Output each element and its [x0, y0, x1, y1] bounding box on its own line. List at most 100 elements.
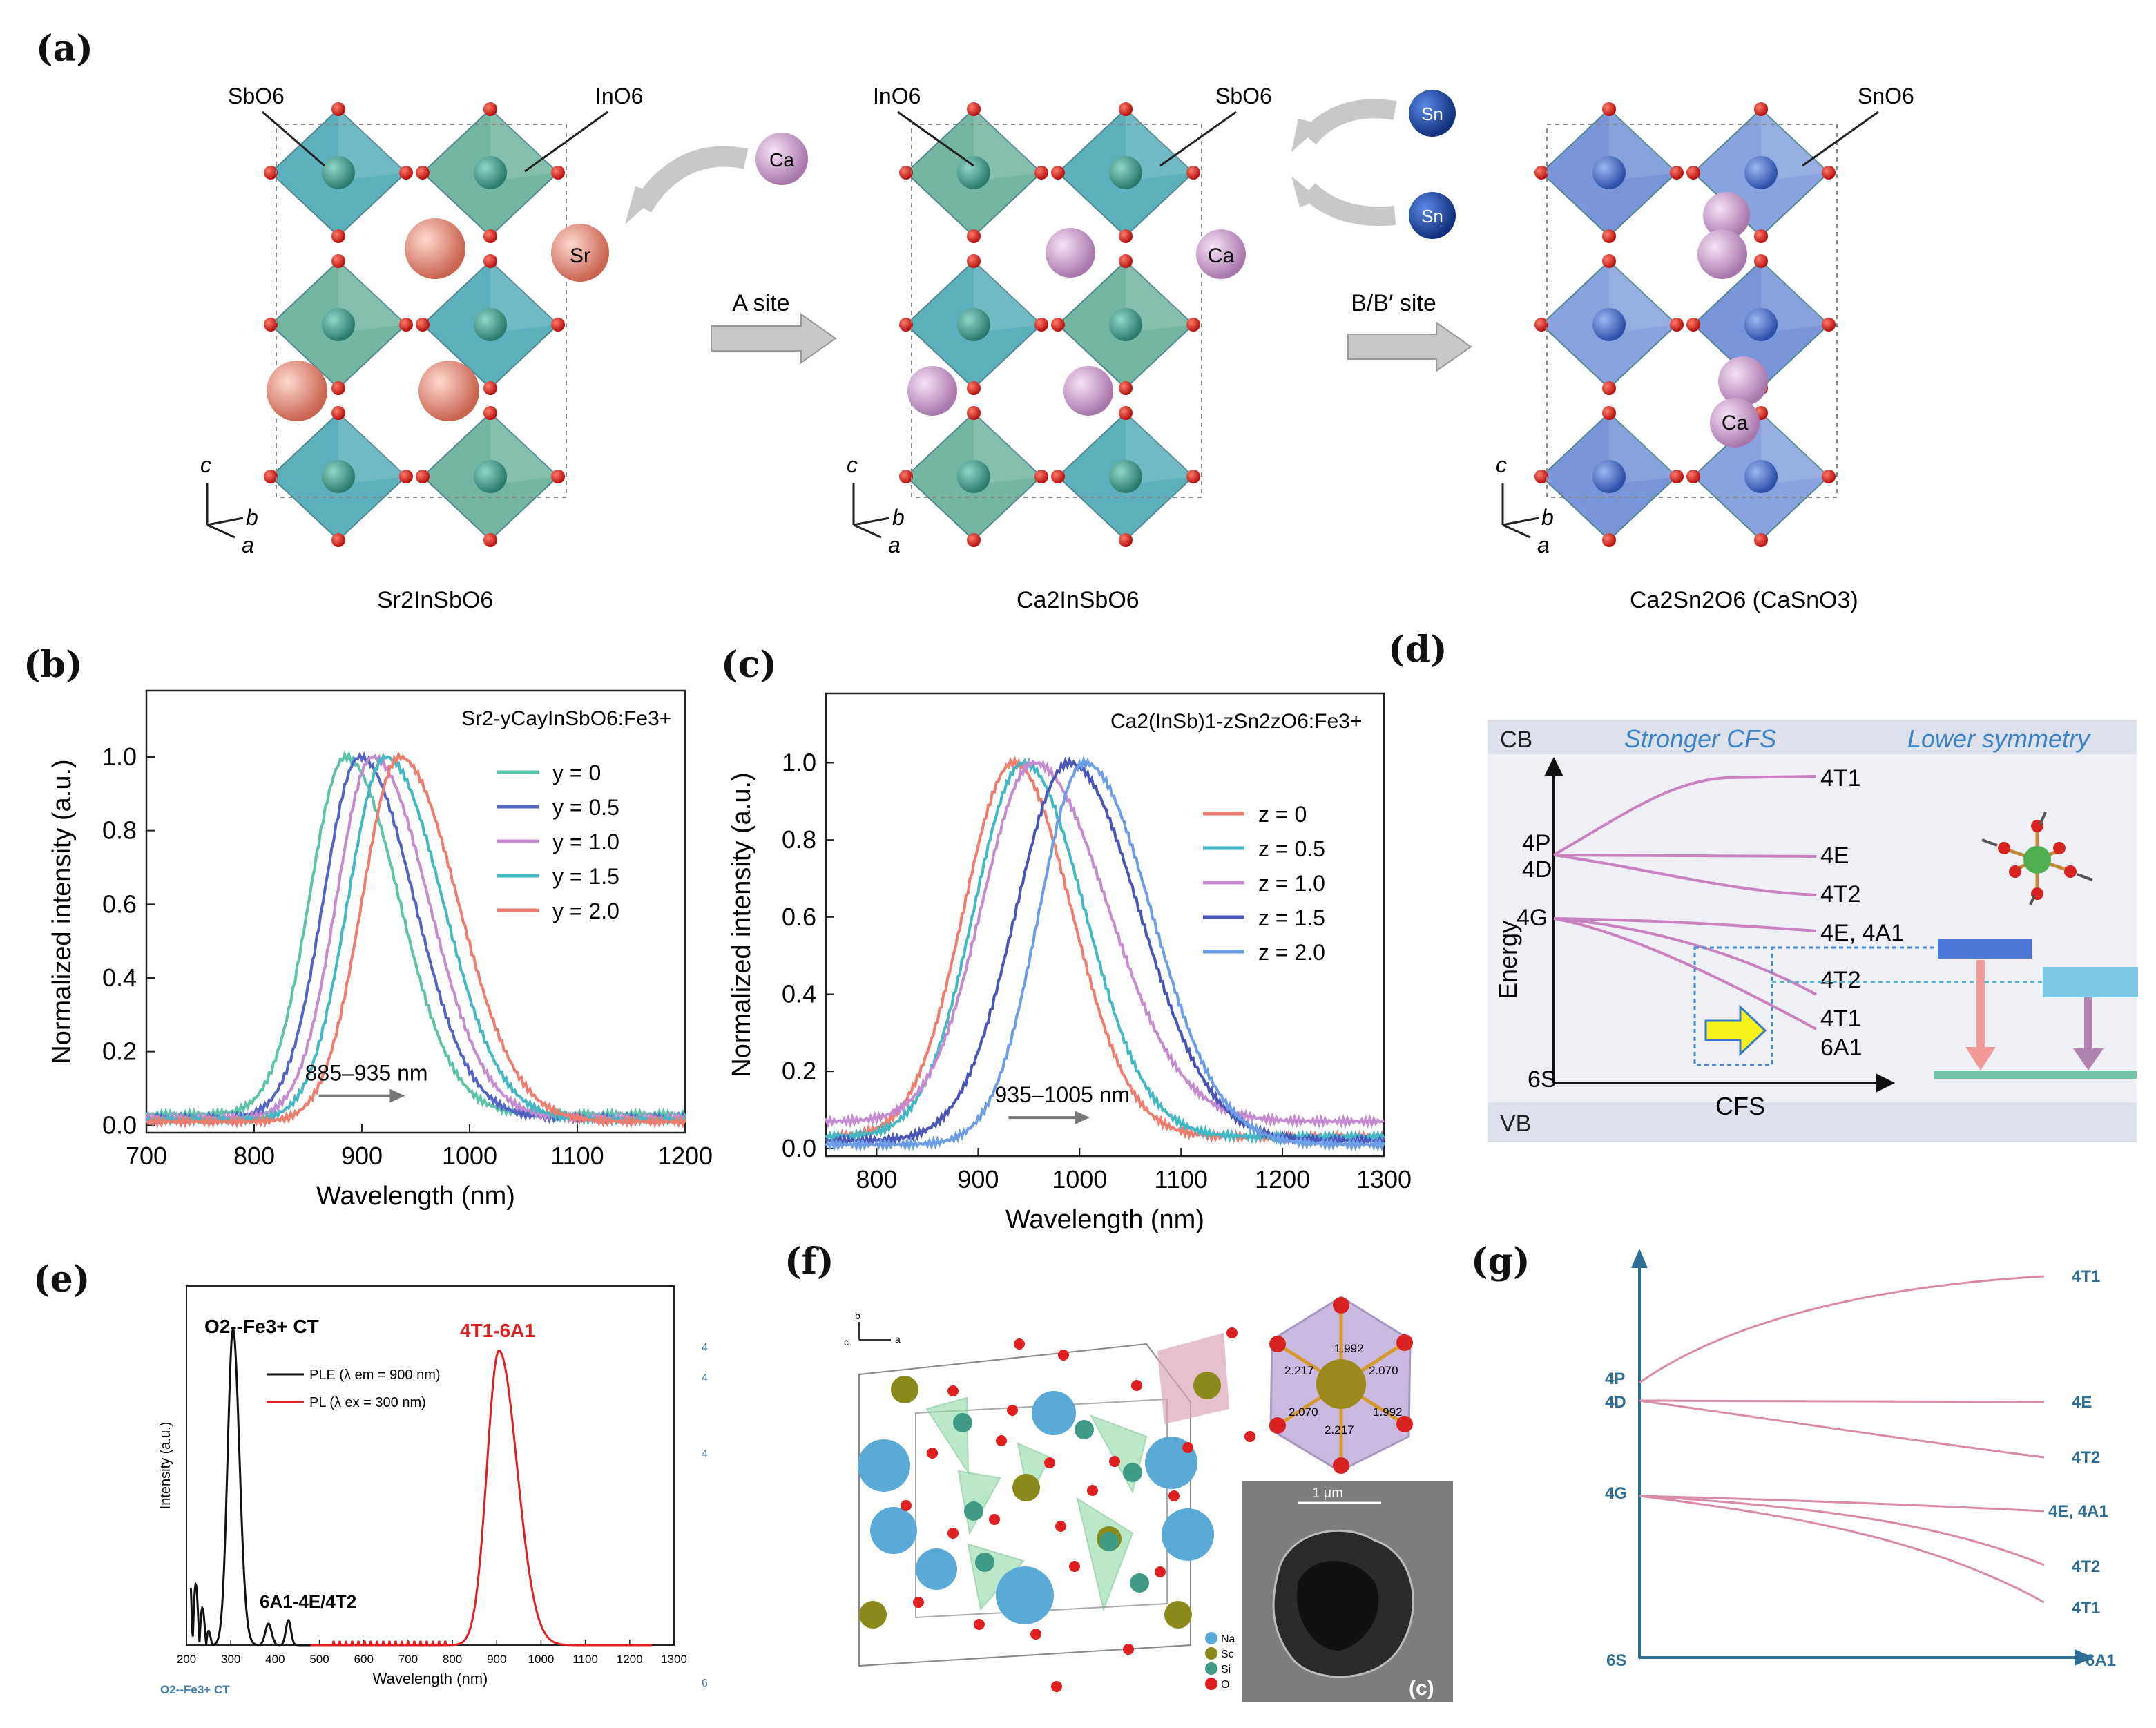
label-sno6-3: SnO6 — [1858, 84, 1914, 108]
axis-a-label-2: a — [1537, 532, 1550, 557]
g-label-4t1: 4T1 — [2072, 1267, 2100, 1286]
s2-octa-2-1-o3 — [1051, 470, 1065, 483]
f-legend-swatch-0 — [1205, 1632, 1217, 1644]
e-xtick-label-700: 700 — [398, 1653, 418, 1666]
ca2-atom-0 — [1046, 228, 1095, 278]
gC-title: Ca2(InSb)1-zSn2zO6:Fe3+ — [1110, 710, 1362, 733]
incoming-sn-atom-2 — [1409, 192, 1456, 239]
s1-octa-1-0-o1 — [399, 318, 413, 332]
g-curve-t1b — [1639, 1495, 2045, 1604]
f-o-18 — [1182, 1442, 1193, 1453]
gB-legend-label-0: y = 0 — [552, 760, 601, 785]
f-legend-label-0: Na — [1221, 1633, 1235, 1645]
name-s3: Ca2Sn2O6 (CaSnO3) — [1630, 587, 1858, 613]
gB-xtick-label-900: 900 — [341, 1142, 383, 1170]
s2-octa-0-1-o3 — [1051, 166, 1065, 180]
gC-ytick-label-0.4: 0.4 — [782, 980, 816, 1008]
name-s1: Sr2InSbO6 — [377, 587, 493, 613]
d-label-4e4a1: 4E, 4A1 — [1820, 920, 1904, 946]
panel-label-g: (g) — [1471, 1240, 1530, 1283]
g-label-6a1: 6A1 — [2086, 1651, 2116, 1670]
gB-frame — [145, 689, 686, 1134]
arrow-bb-site — [1347, 321, 1472, 372]
s1-octa-0-1-center — [474, 156, 507, 189]
d-label-4d: 4D — [1522, 856, 1552, 883]
s1-unit-cell — [276, 124, 567, 498]
f-axis-a: a — [895, 1334, 901, 1345]
d-ground-bar — [1934, 1071, 2137, 1079]
s1-octa-0-0-o2 — [331, 229, 345, 243]
d-label-4p: 4P — [1522, 830, 1551, 856]
d-octahedron-icon — [1981, 812, 2093, 905]
ca2-atom-3 — [1063, 366, 1113, 416]
s2-octa-2-0-center — [957, 460, 990, 493]
axis-a-1 — [853, 524, 882, 539]
f-o-19 — [1087, 1485, 1098, 1496]
s3-octa-2-1-o1 — [1822, 470, 1836, 483]
e-label-dd: 6A1-4E/4T2 — [260, 1591, 356, 1612]
s3-octa-1-0-o1 — [1670, 318, 1684, 332]
gB-xtick-label-1200: 1200 — [657, 1142, 713, 1170]
f-legend-label-2: Si — [1221, 1664, 1231, 1676]
g-label-4p: 4P — [1605, 1370, 1625, 1388]
f-legend-swatch-2 — [1205, 1662, 1217, 1675]
s2-octa-0-0-o1 — [1034, 166, 1048, 180]
f-na-3 — [870, 1507, 917, 1554]
f-sc-center — [1316, 1359, 1366, 1409]
gC-xtick-label-1200: 1200 — [1255, 1165, 1310, 1193]
s1-octa-1-0-o2 — [331, 381, 345, 395]
f-bond-2: 2.070 — [1369, 1364, 1398, 1377]
d-label-4t1b: 4T1 — [1820, 1006, 1861, 1032]
s2-octa-0-0-o0 — [967, 102, 981, 116]
panel-label-e: (e) — [33, 1258, 90, 1300]
s1-octa-1-1-o0 — [483, 254, 497, 268]
f-legend-swatch-3 — [1205, 1678, 1217, 1690]
f-scale-bar: 1 μm — [1312, 1486, 1343, 1501]
gB-shift-label: 885–935 nm — [305, 1061, 428, 1086]
f-na-0 — [858, 1439, 910, 1492]
s1-octa-2-1-o3 — [416, 470, 430, 483]
f-sio4-5 — [1017, 1442, 1051, 1501]
gB-ytick-label-0.8: 0.8 — [102, 816, 137, 845]
panel-label-c: (c) — [721, 644, 777, 686]
e-xtick-label-1000: 1000 — [528, 1653, 555, 1666]
s2-octa-2-1-o0 — [1119, 406, 1133, 420]
s3-octa-2-0-o0 — [1602, 406, 1616, 420]
f-legend-label-1: Sc — [1221, 1649, 1234, 1660]
s2-octa-0-1-o1 — [1186, 166, 1200, 180]
f-o-6 — [1044, 1457, 1055, 1468]
label-sbo6-1: SbO6 — [228, 84, 285, 108]
s1-octa-0-1-o0 — [483, 102, 497, 116]
gB-ytick-label-0.6: 0.6 — [102, 890, 137, 918]
g-label-4t1b: 4T1 — [2072, 1599, 2100, 1617]
s1-octa-1-0-o0 — [331, 254, 345, 268]
f-si-2 — [1123, 1463, 1142, 1482]
d-label-4t2: 4T2 — [1820, 881, 1861, 908]
gC-shift-label: 935–1005 nm — [994, 1082, 1130, 1107]
incoming-sn-label-2: Sn — [1421, 206, 1443, 227]
gB-ytick-label-1: 1.0 — [102, 742, 137, 771]
gB-series-2 — [145, 753, 686, 1125]
e-legend-label-ple: PLE (λ em = 900 nm) — [309, 1367, 441, 1383]
axis-b-0 — [206, 517, 244, 526]
d-head-sym: Lower symmetry — [1907, 724, 2091, 753]
ca3-atom-0 — [1703, 192, 1750, 239]
e-xtick-label-1300: 1300 — [661, 1653, 687, 1666]
gC-frame — [825, 692, 1385, 1158]
f-sc-2 — [1193, 1372, 1221, 1399]
arrow-bb-site-label: B/B′ site — [1351, 290, 1436, 316]
s1-octa-2-0-o0 — [331, 406, 345, 420]
gB-xlabel: Wavelength (nm) — [316, 1182, 515, 1211]
g-label-6s: 6S — [1606, 1651, 1626, 1670]
gB-legend-label-1: y = 0.5 — [552, 795, 619, 820]
d-label-4e: 4E — [1820, 843, 1849, 869]
e-xtick-label-1100: 1100 — [572, 1653, 598, 1666]
ion-label-ca-2: Ca — [1208, 244, 1235, 267]
d-curve-t2b — [1553, 917, 1817, 996]
e-xlabel: Wavelength (nm) — [373, 1670, 488, 1687]
ion-label-sr: Sr — [570, 244, 590, 267]
f-bond-5: 1.992 — [1373, 1405, 1403, 1419]
panel-label-b: (b) — [23, 644, 83, 686]
